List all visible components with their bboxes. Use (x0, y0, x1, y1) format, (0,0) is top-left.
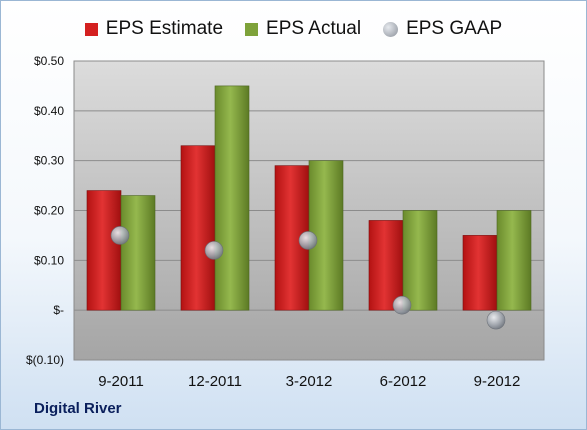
bar-eps-estimate (86, 190, 122, 311)
y-tick-label: $(0.10) (26, 353, 64, 367)
bar-eps-estimate (180, 145, 216, 311)
legend-label-estimate: EPS Estimate (105, 18, 224, 39)
legend-item-estimate: EPS Estimate (84, 18, 224, 40)
legend-swatch-estimate (84, 22, 98, 36)
legend: EPS Estimate EPS Actual EPS GAAP (0, 14, 587, 44)
y-tick-label: $0.50 (34, 54, 64, 68)
company-name: Digital River (34, 400, 122, 417)
y-tick-label: $0.30 (34, 154, 64, 168)
x-tick-label: 9-2011 (98, 373, 144, 390)
legend-item-actual: EPS Actual (245, 18, 361, 40)
bar-eps-actual (214, 85, 250, 311)
legend-label-gaap: EPS GAAP (406, 18, 503, 39)
x-tick-label: 3-2012 (286, 373, 333, 390)
marker-eps-gaap (204, 241, 224, 260)
marker-eps-gaap (110, 226, 130, 245)
x-tick-label: 6-2012 (380, 373, 427, 390)
bar-eps-actual (496, 210, 532, 311)
bar-eps-estimate (368, 220, 404, 311)
bar-eps-actual (120, 195, 156, 311)
y-tick-label: $0.10 (34, 253, 64, 267)
bar-eps-estimate (462, 235, 498, 311)
legend-swatch-actual (245, 22, 259, 36)
marker-eps-gaap (298, 231, 318, 250)
legend-swatch-gaap (383, 21, 399, 37)
marker-eps-gaap (392, 295, 412, 315)
legend-item-gaap: EPS GAAP (383, 18, 502, 40)
y-tick-label: $0.40 (34, 104, 64, 118)
x-tick-label: 9-2012 (474, 373, 521, 390)
marker-eps-gaap (486, 310, 506, 330)
x-tick-label: 12-2011 (188, 373, 242, 390)
y-tick-label: $0.20 (34, 204, 64, 218)
legend-label-actual: EPS Actual (266, 18, 362, 39)
y-tick-label: $- (53, 303, 64, 317)
bar-eps-actual (402, 210, 438, 311)
